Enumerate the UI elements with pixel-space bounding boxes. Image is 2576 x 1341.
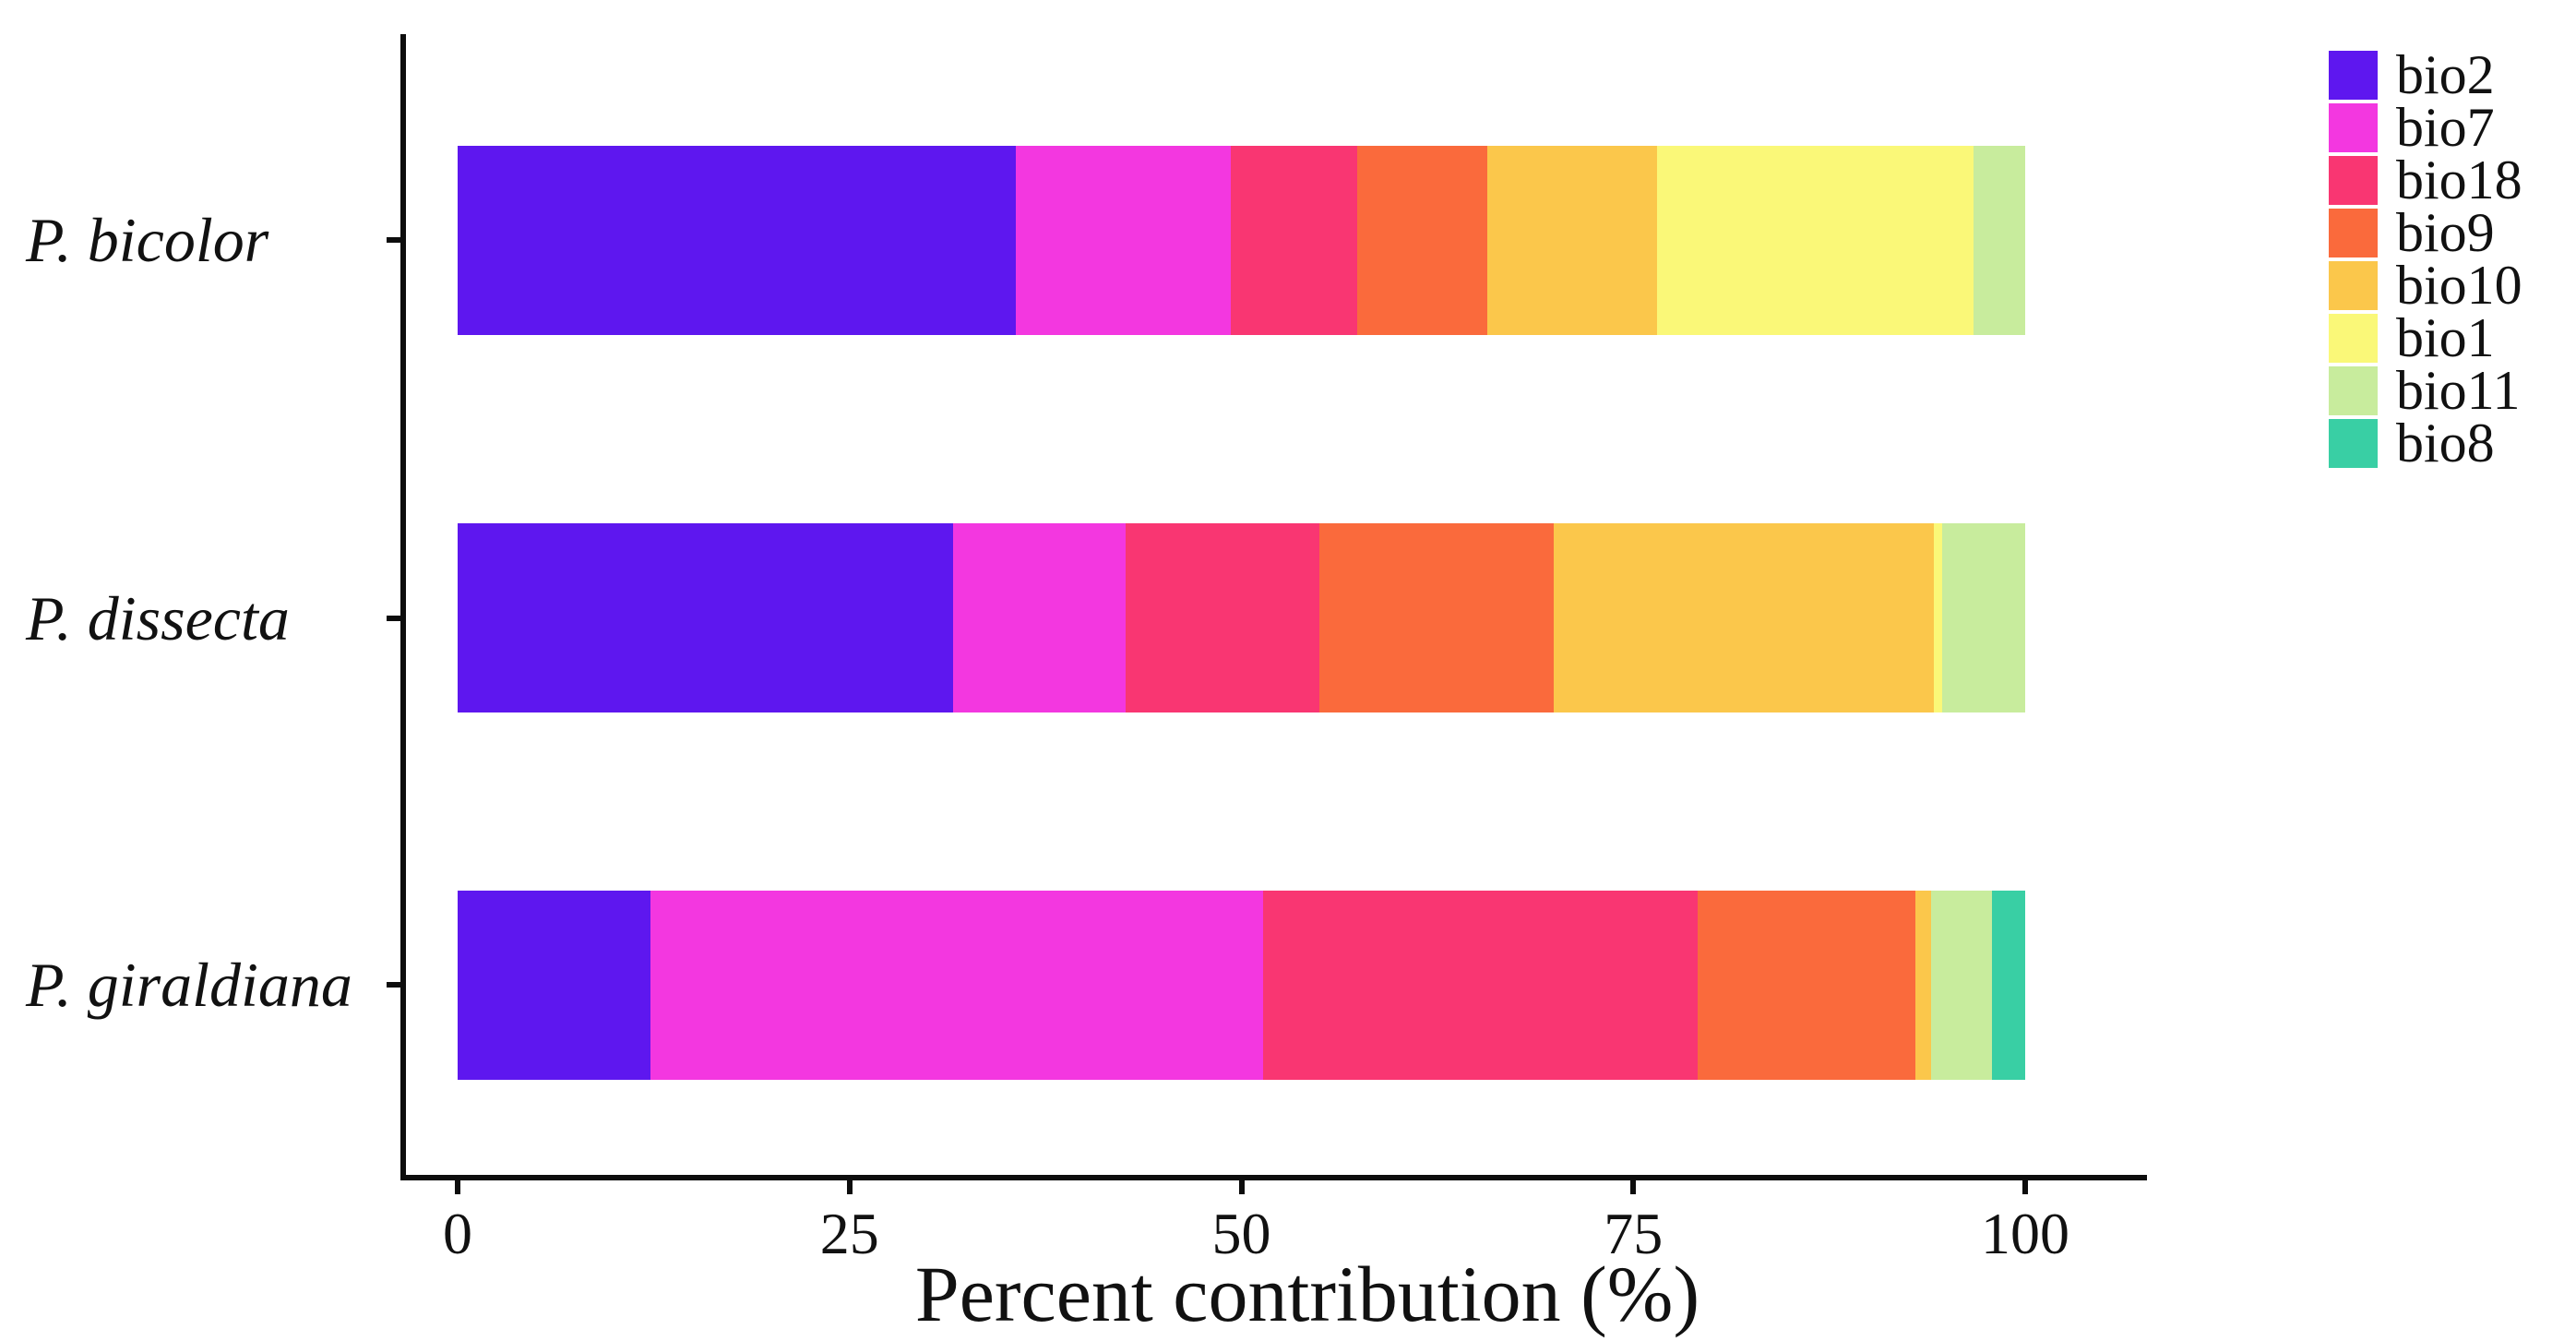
legend-swatch-icon: [2329, 366, 2378, 415]
legend-swatch-icon: [2329, 51, 2378, 100]
bar-segment-bio7-p-giraldiana: [650, 891, 1264, 1080]
category-label-p-giraldiana: P. giraldiana: [26, 950, 352, 1020]
y-axis-line: [400, 34, 406, 1180]
bar-segment-bio1-p-bicolor: [1656, 146, 1974, 335]
bar-segment-bio8-p-giraldiana: [1992, 891, 2025, 1080]
legend-label: bio1: [2396, 307, 2495, 368]
x-tick-label: 0: [443, 1201, 472, 1266]
x-tick-label: 100: [1981, 1201, 2069, 1266]
x-tick-label: 50: [1211, 1201, 1271, 1266]
legend-label: bio9: [2396, 202, 2495, 263]
bar-segment-bio2-p-bicolor: [458, 146, 1016, 335]
legend-item-bio9: bio9: [2329, 202, 2522, 263]
bar-segment-bio9-p-bicolor: [1357, 146, 1488, 335]
legend-item-bio8: bio8: [2329, 413, 2522, 473]
legend-label: bio10: [2396, 255, 2522, 316]
bar-segment-bio18-p-giraldiana: [1263, 891, 1698, 1080]
legend-swatch-icon: [2329, 156, 2378, 205]
x-tick-label: 25: [819, 1201, 879, 1266]
bar-segment-bio11-p-bicolor: [1973, 146, 2025, 335]
legend-label: bio11: [2396, 360, 2521, 421]
x-tick-mark: [2022, 1180, 2028, 1194]
x-tick-mark: [1238, 1180, 1245, 1194]
y-tick-mark: [387, 616, 400, 621]
bar-row-p-giraldiana: [458, 891, 2025, 1080]
bar-segment-bio10-p-dissecta: [1553, 523, 1935, 712]
legend-swatch-icon: [2329, 209, 2378, 257]
legend-item-bio11: bio11: [2329, 360, 2522, 421]
category-label-p-bicolor: P. bicolor: [26, 205, 269, 275]
bar-segment-bio18-p-dissecta: [1125, 523, 1320, 712]
legend-swatch-icon: [2329, 419, 2378, 468]
legend-label: bio2: [2396, 44, 2495, 105]
legend: bio2 bio7 bio18 bio9 bio10 bio1 bio11 bio8: [2329, 44, 2522, 473]
legend-item-bio18: bio18: [2329, 150, 2522, 210]
bar-segment-bio7-p-dissecta: [952, 523, 1126, 712]
bar-row-p-bicolor: [458, 146, 2025, 335]
x-tick-mark: [1630, 1180, 1637, 1194]
bar-segment-bio10-p-giraldiana: [1915, 891, 1932, 1080]
bar-segment-bio1-p-dissecta: [1934, 523, 1942, 712]
bar-segment-bio11-p-dissecta: [1941, 523, 2025, 712]
legend-item-bio2: bio2: [2329, 44, 2522, 105]
bar-segment-bio11-p-giraldiana: [1931, 891, 1993, 1080]
legend-swatch-icon: [2329, 314, 2378, 363]
legend-swatch-icon: [2329, 261, 2378, 310]
legend-item-bio7: bio7: [2329, 97, 2522, 158]
x-tick-mark: [846, 1180, 853, 1194]
legend-label: bio7: [2396, 97, 2495, 158]
x-axis-title: Percent contribution (%): [914, 1250, 1700, 1338]
legend-label: bio8: [2396, 413, 2495, 473]
bar-row-p-dissecta: [458, 523, 2025, 712]
x-axis-line: [400, 1175, 2147, 1180]
bar-segment-bio7-p-bicolor: [1015, 146, 1231, 335]
bar-segment-bio2-p-giraldiana: [458, 891, 650, 1080]
x-tick-mark: [455, 1180, 460, 1194]
bar-segment-bio2-p-dissecta: [458, 523, 953, 712]
bar-segment-bio9-p-dissecta: [1319, 523, 1554, 712]
legend-label: bio18: [2396, 150, 2522, 210]
bar-segment-bio10-p-bicolor: [1487, 146, 1657, 335]
bar-segment-bio18-p-bicolor: [1230, 146, 1358, 335]
legend-swatch-icon: [2329, 103, 2378, 152]
bar-segment-bio9-p-giraldiana: [1697, 891, 1916, 1080]
x-tick-label: 75: [1604, 1201, 1664, 1266]
category-label-p-dissecta: P. dissecta: [26, 583, 290, 653]
y-tick-mark: [387, 237, 400, 243]
legend-item-bio10: bio10: [2329, 255, 2522, 316]
legend-item-bio1: bio1: [2329, 307, 2522, 368]
y-tick-mark: [387, 982, 400, 988]
